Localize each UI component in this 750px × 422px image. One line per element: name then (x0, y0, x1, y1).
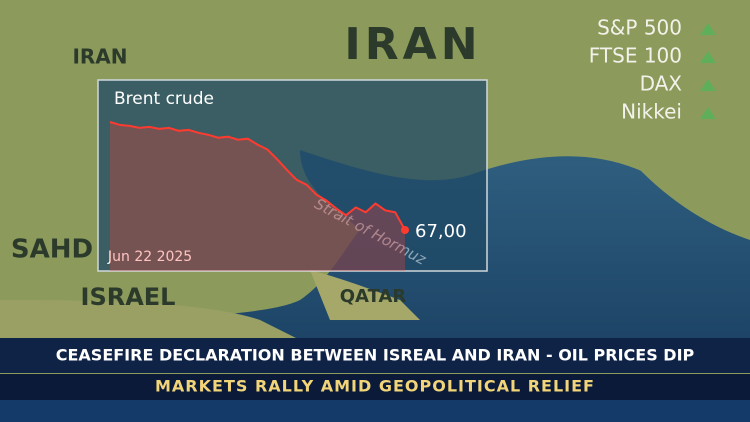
map-label: SAHD (11, 235, 93, 265)
index-name: FTSE 100 (589, 44, 682, 68)
up-arrow (700, 51, 716, 63)
value-label: 67,00 (415, 221, 467, 242)
area (110, 122, 405, 271)
headline: CEASEFIRE DECLARATION BETWEEN ISREAL AND… (56, 346, 695, 365)
plot: 67,00 (109, 121, 467, 271)
map-label: IRAN (344, 19, 481, 70)
map-label: IRAN (72, 45, 127, 69)
date-label: Jun 22 2025 (107, 249, 192, 265)
up-arrow (700, 107, 716, 119)
headline-bar (0, 338, 750, 373)
up-arrow (700, 23, 716, 35)
map-label: ISRAEL (81, 283, 176, 311)
map-land-east (640, 116, 750, 240)
map-land-south (0, 300, 300, 340)
up-arrow (700, 79, 716, 91)
map-qatar (310, 270, 420, 320)
index-name: Nikkei (621, 100, 682, 124)
footer-bar (0, 400, 750, 422)
line (109, 121, 406, 231)
market-indices: S&P 500 FTSE 100 DAX Nikkei (589, 16, 716, 124)
subheadline: MARKETS RALLY AMID GEOPOLITICAL RELIEF (155, 377, 595, 396)
end-point (401, 226, 409, 234)
index-name: DAX (640, 72, 683, 96)
map-label: QATAR (340, 286, 407, 307)
index-name: S&P 500 (597, 16, 682, 40)
subheadline-bar (0, 374, 750, 400)
chart-title: Brent crude (114, 89, 214, 109)
